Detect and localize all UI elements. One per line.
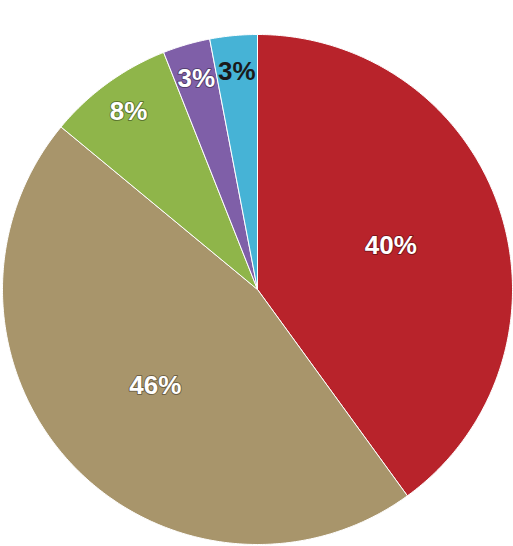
svg-text:3%: 3%	[218, 55, 256, 85]
svg-text:8%: 8%	[110, 96, 148, 126]
svg-text:46%: 46%	[129, 370, 181, 400]
svg-text:40%: 40%	[365, 230, 417, 260]
svg-text:3%: 3%	[178, 63, 216, 93]
